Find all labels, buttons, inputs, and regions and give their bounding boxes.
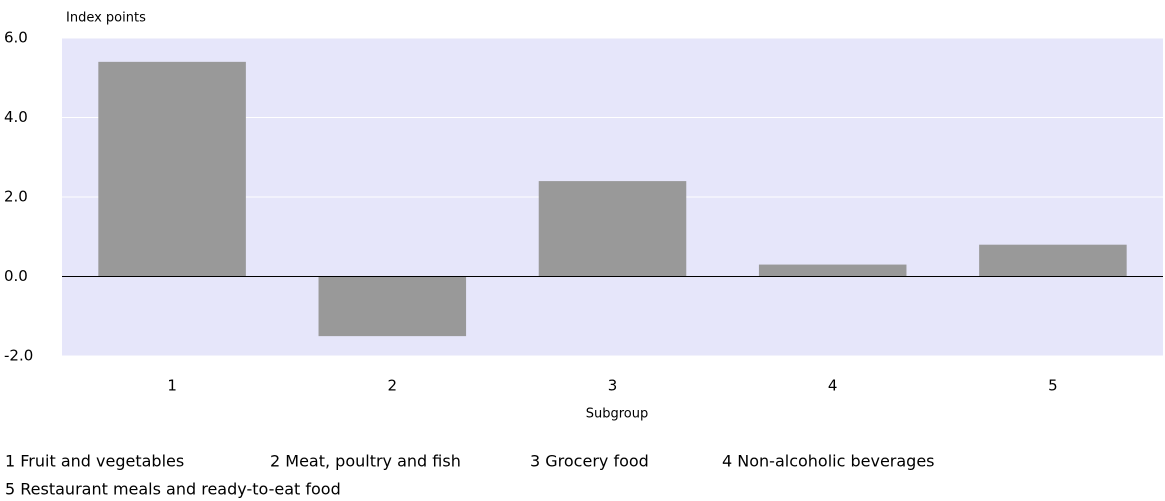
- y-tick-label: 2.0: [4, 188, 28, 206]
- legend-note: 1 Fruit and vegetables: [5, 452, 184, 471]
- bar: [758, 264, 907, 277]
- y-tick-label: 4.0: [4, 108, 28, 126]
- y-axis-label: Index points: [66, 11, 146, 26]
- bar: [98, 61, 246, 277]
- bar: [318, 276, 467, 337]
- x-tick-label: 1: [167, 377, 177, 395]
- x-tick-label: 3: [608, 377, 618, 395]
- y-tick-label: 0.0: [4, 267, 28, 285]
- legend-note: 5 Restaurant meals and ready-to-eat food: [5, 480, 341, 499]
- bar: [979, 244, 1127, 277]
- x-tick-label: 4: [828, 377, 838, 395]
- x-tick-label: 2: [388, 377, 398, 395]
- bar: [538, 181, 687, 277]
- y-tick-label: 6.0: [4, 29, 28, 47]
- y-tick-label: -2.0: [4, 347, 33, 365]
- legend-note: 4 Non-alcoholic beverages: [722, 452, 935, 471]
- legend-note: 3 Grocery food: [530, 452, 649, 471]
- x-tick-label: 5: [1048, 377, 1058, 395]
- x-axis-label: Subgroup: [586, 407, 649, 422]
- legend-note: 2 Meat, poultry and fish: [270, 452, 461, 471]
